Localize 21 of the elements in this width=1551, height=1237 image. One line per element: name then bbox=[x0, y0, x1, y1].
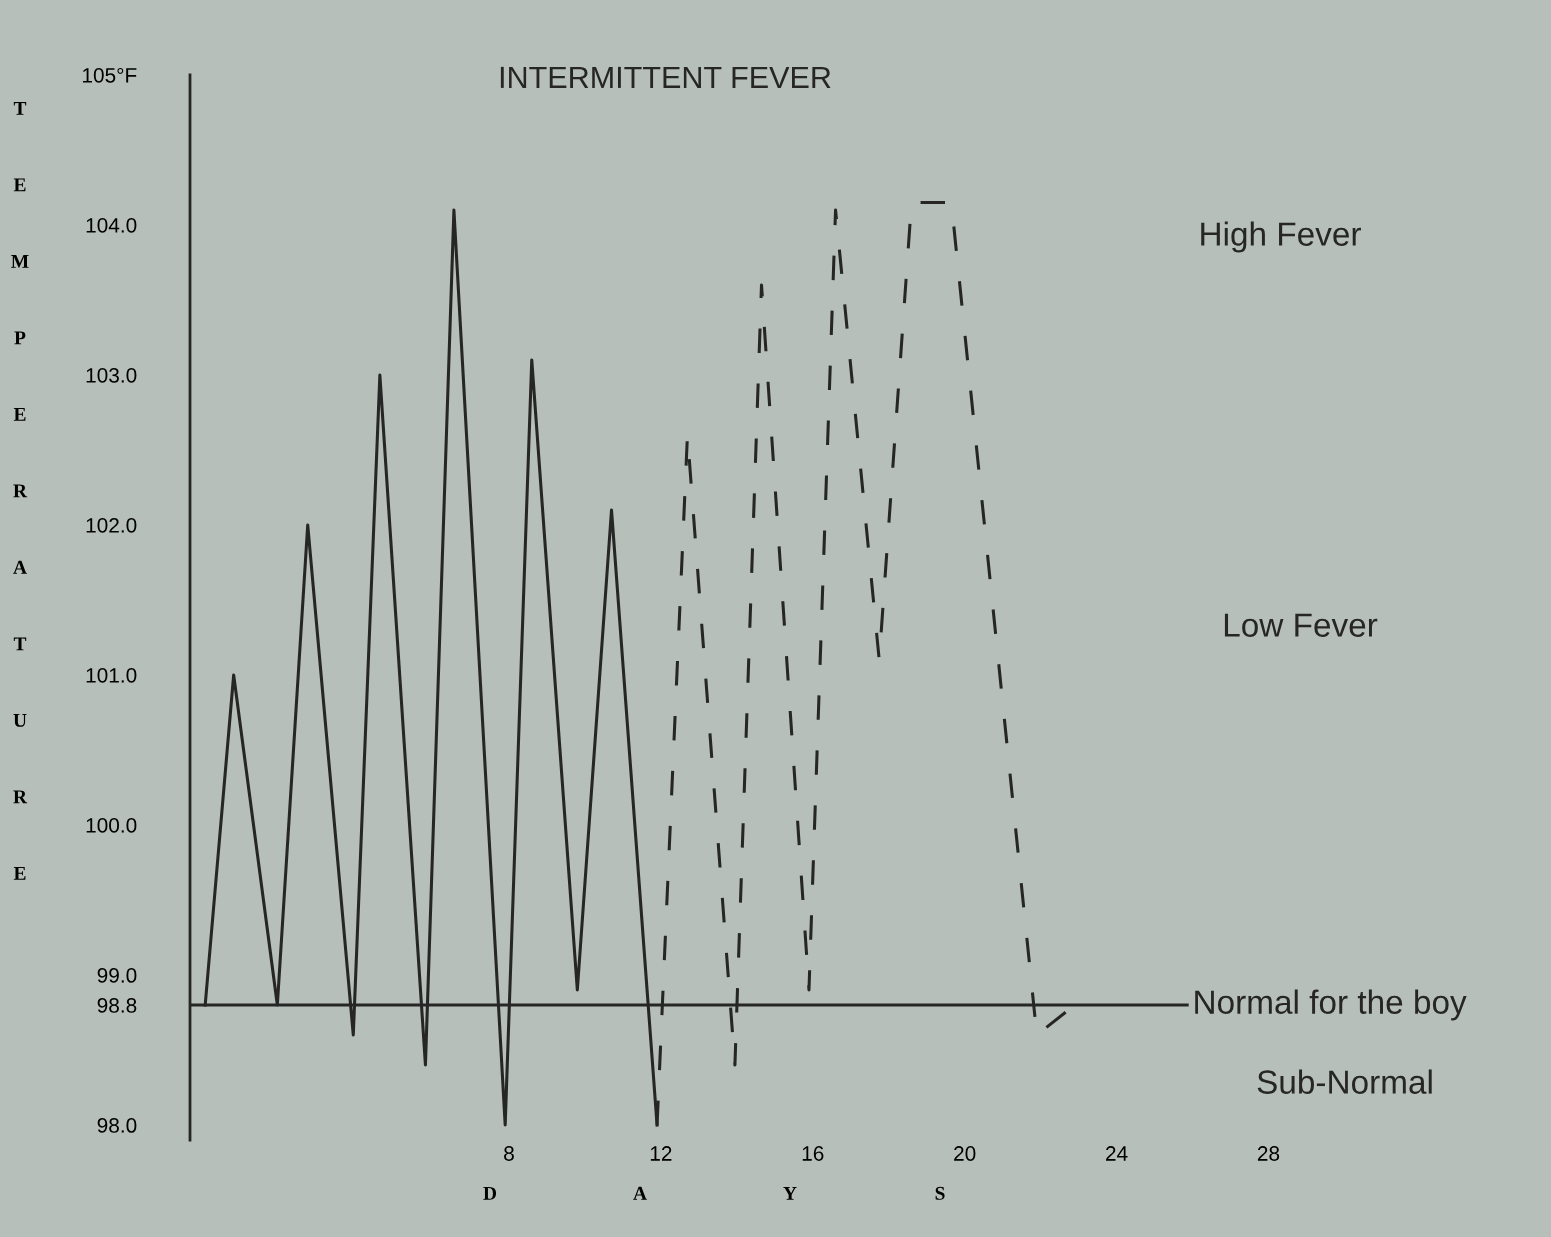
y-tick-label: 105°F bbox=[83, 67, 137, 83]
x-tick-label: 12 bbox=[650, 1146, 672, 1161]
x-tick-label: 20 bbox=[954, 1146, 976, 1161]
y-tick-label: 99.0 bbox=[97, 968, 137, 983]
y-tick-label: 104.0 bbox=[86, 217, 137, 233]
y-tick-label: 101.0 bbox=[86, 668, 137, 683]
annotation: Low Fever bbox=[1224, 613, 1378, 637]
x-tick-label: 16 bbox=[802, 1146, 824, 1161]
y-tick-label: 102.0 bbox=[86, 517, 137, 533]
chart-title: INTERMITTENT FEVER bbox=[500, 66, 831, 88]
x-tick-label: 24 bbox=[1106, 1146, 1128, 1161]
x-tick-label: 8 bbox=[504, 1146, 514, 1161]
x-tick-label: 28 bbox=[1257, 1146, 1280, 1161]
ref-line-label: Normal for the boy bbox=[1195, 989, 1467, 1021]
y-tick-label: 103.0 bbox=[86, 367, 137, 383]
y-tick-label: 98.0 bbox=[97, 1118, 137, 1133]
text: TEMPERATURE bbox=[11, 101, 29, 880]
y-tick-label: 100.0 bbox=[86, 818, 137, 833]
annotation: High Fever bbox=[1201, 221, 1361, 253]
y-tick-label: 98.8 bbox=[97, 998, 137, 1013]
annotation: Sub-Normal bbox=[1257, 1069, 1432, 1094]
